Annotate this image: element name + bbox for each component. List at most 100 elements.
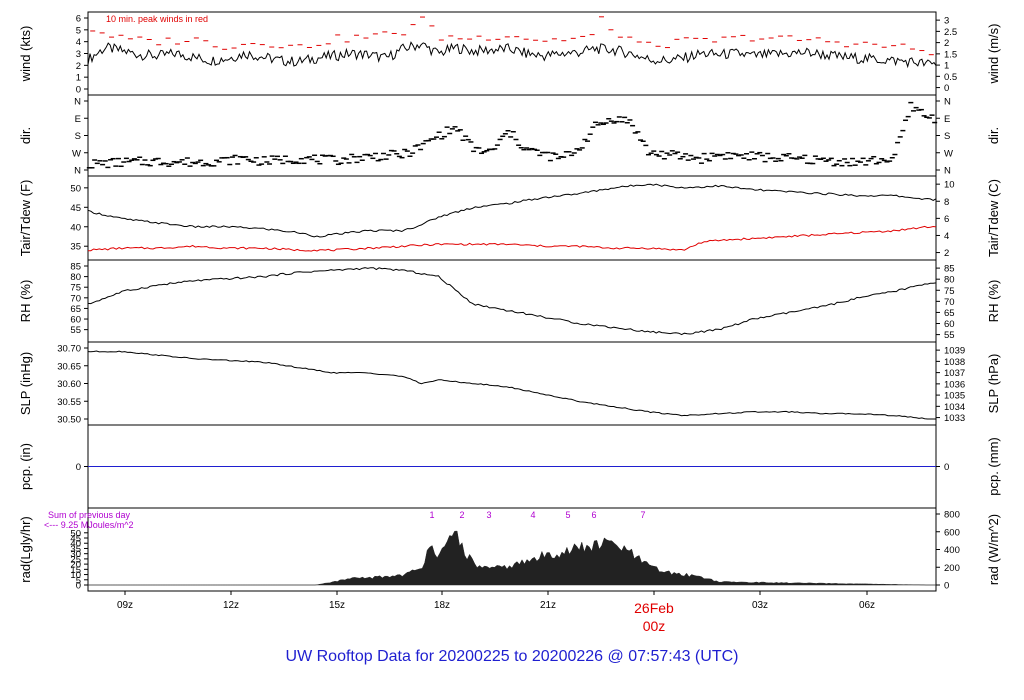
rooftop-chart: wind (kts) wind (m/s)012345600.511.522.53…: [18, 11, 1001, 634]
right-tick-label: N: [944, 97, 951, 108]
left-axis-label: RH (%): [18, 280, 33, 323]
right-tick-label: 1.5: [944, 49, 957, 60]
left-tick-label: 3: [76, 49, 81, 60]
left-tick-label: 6: [76, 14, 81, 25]
right-tick-label: 0.5: [944, 72, 957, 83]
right-tick-label: S: [944, 131, 950, 142]
left-tick-label: 30.70: [57, 344, 81, 355]
panel-pcp: pcp. (in) pcp. (mm) 0 0: [18, 424, 1001, 509]
left-tick-label: 5: [76, 25, 81, 36]
left-tick-label: 4: [76, 37, 81, 48]
left-axis-label: rad(Lgly/hr): [18, 516, 33, 582]
right-tick-label: 400: [944, 545, 960, 556]
slp-series-line: [87, 350, 936, 420]
panel-note: 10 min. peak winds in red: [106, 14, 208, 24]
right-tick-label: 0: [944, 462, 949, 473]
peak-label: 5: [565, 510, 570, 520]
left-tick-label: 30.55: [57, 397, 81, 408]
right-tick-label: 200: [944, 563, 960, 574]
right-tick-label: 8: [944, 197, 949, 208]
left-tick-label: 0: [76, 581, 81, 592]
peak-label: 1: [429, 510, 434, 520]
left-tick-label: 0: [76, 85, 81, 96]
x-tick-label: 18z: [434, 600, 450, 611]
left-tick-label: 30.65: [57, 361, 81, 372]
left-axis-label: pcp. (in): [18, 443, 33, 490]
left-tick-label: 20: [70, 560, 81, 571]
left-tick-label: 30: [70, 549, 81, 560]
temp-series-line: [87, 225, 937, 252]
left-tick-label: 60: [70, 315, 81, 326]
left-tick-label: 2: [76, 61, 81, 72]
panel-frame: [87, 11, 937, 96]
right-tick-label: 65: [944, 308, 955, 319]
left-tick-label: 50: [70, 528, 81, 539]
right-tick-label: 75: [944, 286, 955, 297]
left-tick-label: 65: [70, 304, 81, 315]
left-tick-label: 25: [70, 554, 81, 565]
radiation-note-line1: Sum of previous day: [48, 510, 131, 520]
left-axis-label: wind (kts): [18, 26, 33, 83]
right-tick-label: 4: [944, 231, 949, 242]
right-tick-label: 1034: [944, 402, 965, 413]
right-tick-label: 85: [944, 264, 955, 275]
right-tick-label: 55: [944, 330, 955, 341]
right-tick-label: 10: [944, 180, 955, 191]
date-marker-hour: 00z: [643, 618, 666, 634]
left-axis-label: dir.: [18, 127, 33, 144]
peak-label: 2: [459, 510, 464, 520]
x-tick-label: 06z: [859, 600, 875, 611]
right-tick-label: W: [944, 148, 953, 159]
date-marker-date: 26Feb: [634, 600, 674, 616]
left-tick-label: 30.60: [57, 379, 81, 390]
peak-label: 6: [591, 510, 596, 520]
left-tick-label: E: [75, 114, 81, 125]
right-tick-label: 2: [944, 248, 949, 259]
right-tick-label: 1036: [944, 379, 965, 390]
right-tick-label: 1033: [944, 413, 965, 424]
right-tick-label: N: [944, 166, 951, 177]
right-axis-label: Tair/Tdew (C): [986, 179, 1001, 257]
right-axis-label: rad (W/m^2): [986, 514, 1001, 585]
panel-wind: wind (kts) wind (m/s)012345600.511.522.53…: [18, 11, 1001, 96]
right-tick-label: E: [944, 114, 950, 125]
left-tick-label: S: [75, 131, 81, 142]
peak-label: 7: [640, 510, 645, 520]
left-tick-label: N: [74, 166, 81, 177]
rh-series-line: [87, 267, 937, 336]
right-tick-label: 80: [944, 275, 955, 286]
left-tick-label: 1: [76, 73, 81, 84]
left-tick-label: 45: [70, 203, 81, 214]
left-tick-label: 70: [70, 293, 81, 304]
right-tick-label: 2.5: [944, 27, 957, 38]
right-tick-label: 1035: [944, 391, 965, 402]
left-tick-label: N: [74, 97, 81, 108]
right-axis-label: dir.: [986, 127, 1001, 144]
left-axis-label: SLP (inHg): [18, 352, 33, 415]
right-tick-label: 1039: [944, 346, 965, 357]
left-tick-label: 0: [76, 462, 81, 473]
right-tick-label: 0: [944, 581, 949, 592]
right-axis-label: pcp. (mm): [986, 437, 1001, 496]
radiation-area: [88, 530, 936, 586]
right-tick-label: 600: [944, 527, 960, 538]
right-tick-label: 1037: [944, 368, 965, 379]
x-tick-label: 03z: [752, 600, 768, 611]
left-tick-label: 55: [70, 325, 81, 336]
left-tick-label: 45: [70, 534, 81, 545]
temp-series-line: [87, 183, 937, 238]
right-tick-label: 1: [944, 61, 949, 72]
chart-footer-title: UW Rooftop Data for 20200225 to 20200226…: [285, 648, 739, 665]
radiation-note-line2: <--- 9.25 MJoules/m^2: [44, 520, 134, 530]
x-tick-label: 21z: [540, 600, 556, 611]
panel-frame: [87, 175, 937, 261]
left-tick-label: 85: [70, 262, 81, 273]
panel-frame: [87, 259, 937, 343]
panel-slp: SLP (inHg) SLP (hPa) 30.50 30.55 30.60 30.65 3…: [18, 341, 1001, 426]
left-tick-label: 5: [76, 575, 81, 586]
right-tick-label: 60: [944, 319, 955, 330]
left-tick-label: 10: [70, 570, 81, 581]
right-axis-label: wind (m/s): [986, 24, 1001, 85]
right-tick-label: 6: [944, 214, 949, 225]
